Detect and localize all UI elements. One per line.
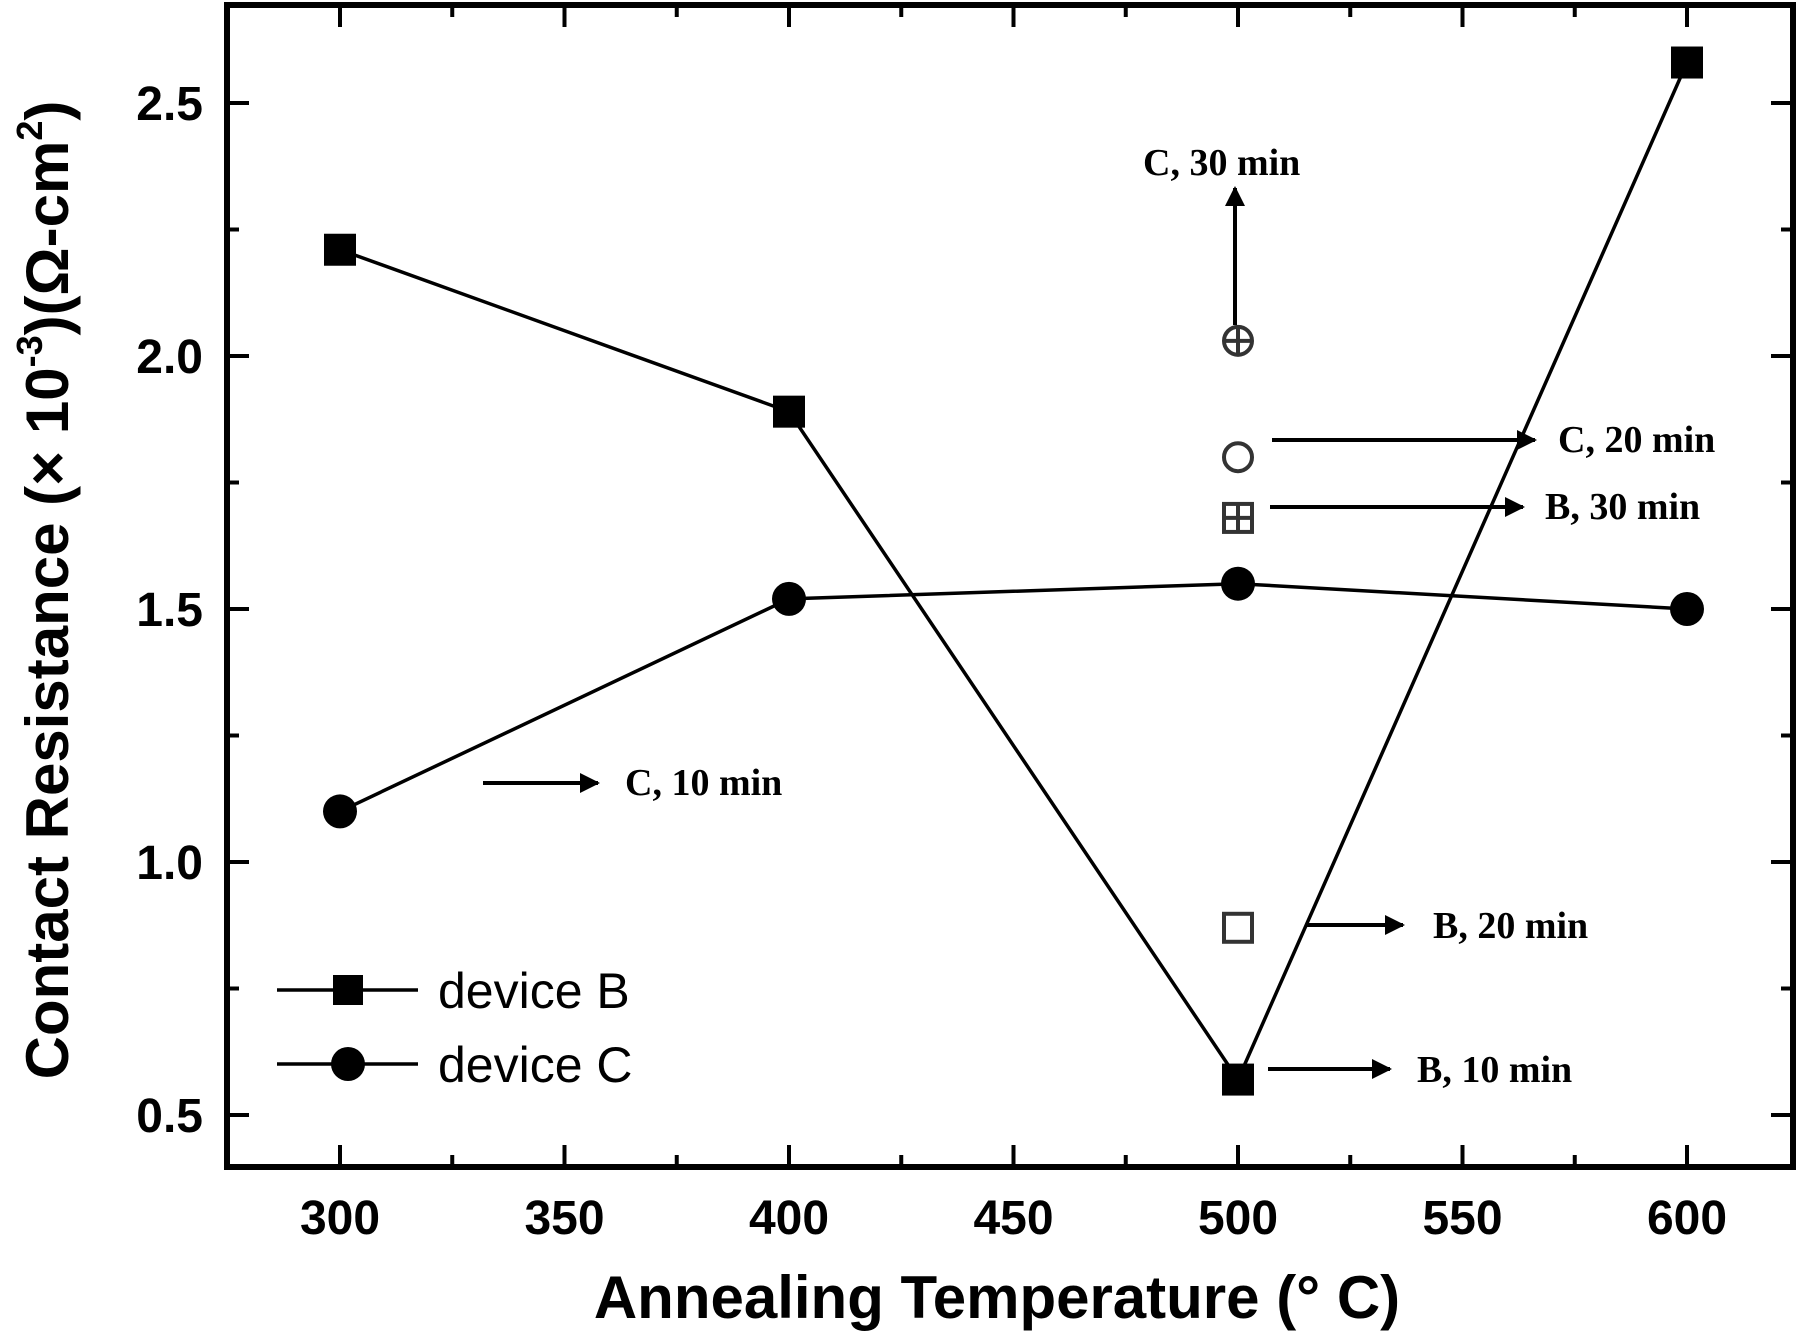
legend: device B device C bbox=[277, 963, 633, 1093]
axis-tick-labels: 300 350 400 450 500 550 600 0.5 1.0 1.5 2.0 2.5 bbox=[136, 78, 1727, 1245]
annotation-b20: B, 20 min bbox=[1433, 905, 1588, 947]
open-square-icon bbox=[1222, 911, 1254, 944]
plot-frame bbox=[224, 2, 1796, 1170]
open-circle-icon bbox=[1222, 441, 1254, 474]
x-tick-label: 450 bbox=[973, 1192, 1053, 1245]
extra-markers bbox=[1222, 324, 1254, 944]
y-tick-label: 2.5 bbox=[136, 78, 203, 131]
circle-marker-icon bbox=[1221, 566, 1255, 601]
square-marker-icon bbox=[324, 233, 356, 266]
x-tick-label: 400 bbox=[749, 1192, 829, 1245]
square-marker-icon bbox=[1222, 1063, 1254, 1096]
y-axis-exponent: -3 bbox=[9, 335, 50, 367]
circle-marker-icon bbox=[1670, 592, 1704, 626]
annotation-b10: B, 10 min bbox=[1417, 1049, 1572, 1091]
y-tick-label: 0.5 bbox=[136, 1090, 203, 1143]
series-line bbox=[339, 581, 1688, 813]
x-tick-label: 550 bbox=[1422, 1192, 1502, 1245]
legend-item-device-b: device B bbox=[277, 963, 630, 1019]
square-marker-icon bbox=[1671, 46, 1703, 79]
x-axis-title: Annealing Temperature (° C) bbox=[594, 1264, 1400, 1331]
x-tick-label: 300 bbox=[300, 1192, 380, 1245]
y-tick-label: 1.0 bbox=[136, 837, 203, 890]
x-tick-label: 350 bbox=[524, 1192, 604, 1245]
series-line bbox=[339, 61, 1689, 1084]
series-device-c bbox=[323, 566, 1704, 829]
annotation-c10: C, 10 min bbox=[625, 762, 782, 804]
data-series bbox=[323, 46, 1704, 1096]
annotation-c30: C, 30 min bbox=[1143, 142, 1300, 184]
x-tick-label: 600 bbox=[1647, 1192, 1727, 1245]
circle-marker-icon bbox=[323, 794, 357, 829]
annotation-b30: B, 30 min bbox=[1545, 486, 1700, 528]
filled-circle-icon bbox=[331, 1047, 365, 1081]
legend-label: device C bbox=[438, 1037, 633, 1093]
y-tick-label: 2.0 bbox=[136, 331, 203, 384]
square-marker-icon bbox=[773, 395, 805, 428]
series-device-b bbox=[324, 46, 1703, 1096]
annotations: C, 10 min B, 10 min B, 20 min B, 30 min … bbox=[483, 142, 1715, 1091]
legend-label: device B bbox=[438, 963, 630, 1019]
axis-ticks bbox=[227, 5, 1793, 1167]
x-tick-label: 500 bbox=[1198, 1192, 1278, 1245]
annotation-c20: C, 20 min bbox=[1558, 419, 1715, 461]
y-axis-title: Contact Resistance (× 10-3)(Ω-cm2) bbox=[9, 101, 81, 1080]
legend-item-device-c: device C bbox=[277, 1037, 633, 1093]
circle-marker-icon bbox=[772, 581, 806, 616]
y-tick-label: 1.5 bbox=[136, 584, 203, 637]
filled-square-icon bbox=[333, 975, 363, 1005]
